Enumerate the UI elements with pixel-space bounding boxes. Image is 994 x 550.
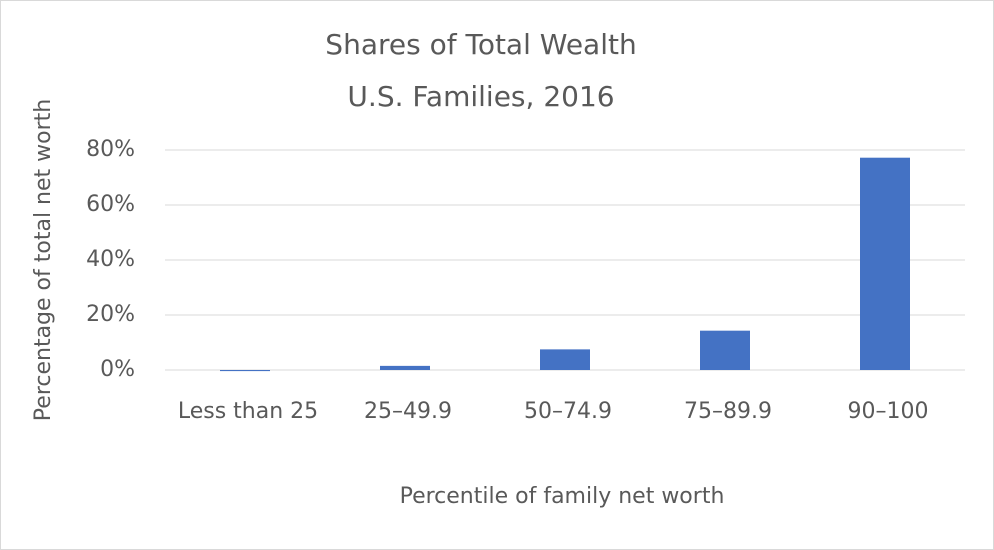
y-axis-label: Percentage of total net worth: [31, 99, 56, 421]
bar: [380, 365, 430, 370]
x-axis-label: Percentile of family net worth: [400, 484, 725, 509]
y-tick-label: 0%: [100, 357, 135, 382]
bar: [220, 370, 270, 372]
x-tick-label: 25–49.9: [364, 399, 452, 424]
chart-title: Shares of Total Wealth: [325, 28, 636, 61]
bar: [540, 349, 590, 370]
chart-subtitle: U.S. Families, 2016: [347, 80, 614, 113]
y-tick-label: 40%: [86, 247, 135, 272]
bar: [700, 330, 750, 370]
x-tick-label: 50–74.9: [524, 399, 612, 424]
y-tick-label: 60%: [86, 192, 135, 217]
x-tick-label: 90–100: [847, 399, 929, 424]
x-tick-label: Less than 25: [177, 399, 319, 424]
x-tick-label: 75–89.9: [684, 399, 772, 424]
y-tick-label: 80%: [86, 137, 135, 162]
bar: [860, 157, 910, 370]
y-tick-label: 20%: [86, 302, 135, 327]
